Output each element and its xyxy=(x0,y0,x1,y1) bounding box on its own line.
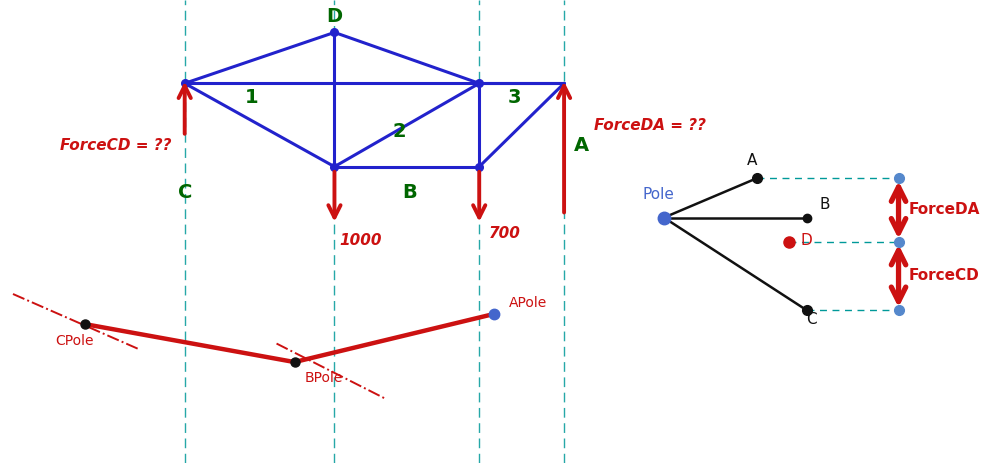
Text: Pole: Pole xyxy=(643,187,675,202)
Text: C: C xyxy=(806,312,817,327)
Text: APole: APole xyxy=(509,296,547,310)
Text: A: A xyxy=(747,153,757,168)
Text: 2: 2 xyxy=(393,122,406,142)
Text: 1000: 1000 xyxy=(339,233,382,248)
Text: C: C xyxy=(178,182,192,202)
Text: B: B xyxy=(820,197,830,212)
Text: A: A xyxy=(574,136,589,156)
Text: ForceDA = ??: ForceDA = ?? xyxy=(594,118,706,132)
Text: ForceDA: ForceDA xyxy=(909,202,980,218)
Text: BPole: BPole xyxy=(305,370,343,384)
Text: ForceCD: ForceCD xyxy=(909,269,979,283)
Text: B: B xyxy=(402,182,417,202)
Text: 700: 700 xyxy=(489,226,521,241)
Text: 3: 3 xyxy=(507,88,521,107)
Text: ForceCD = ??: ForceCD = ?? xyxy=(60,138,171,153)
Text: D: D xyxy=(326,6,343,26)
Text: CPole: CPole xyxy=(56,334,94,348)
Text: D: D xyxy=(801,233,812,248)
Text: 1: 1 xyxy=(245,88,258,107)
